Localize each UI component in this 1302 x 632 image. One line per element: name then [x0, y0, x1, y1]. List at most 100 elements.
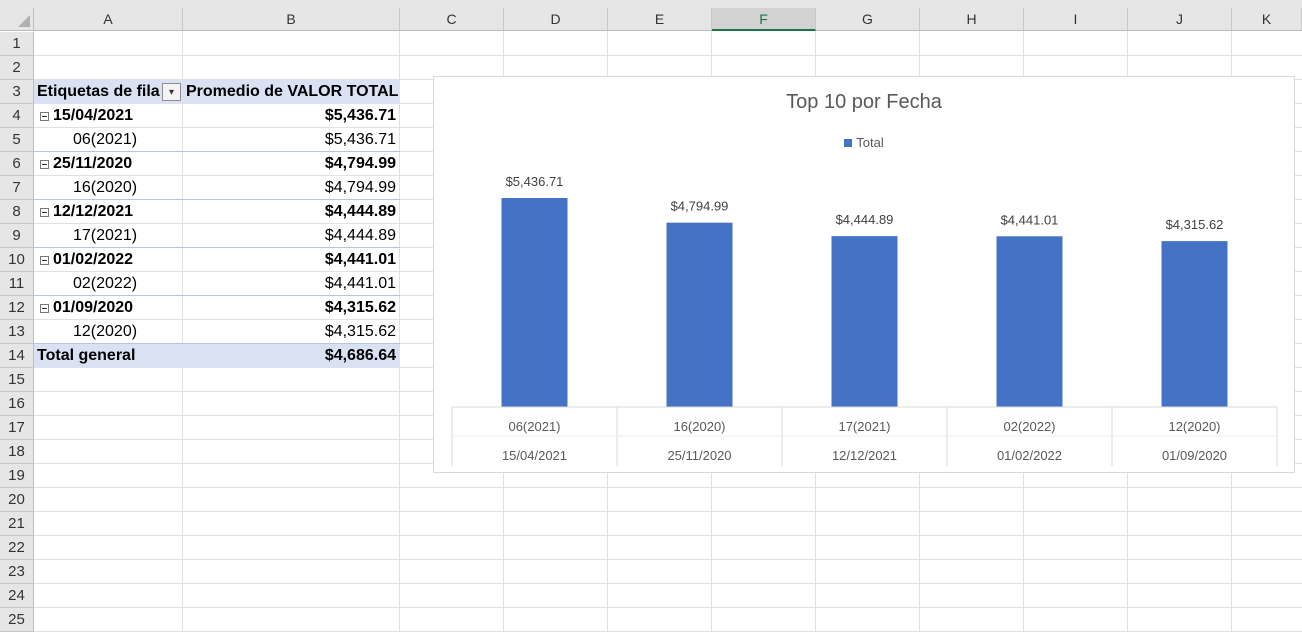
row-header-6[interactable]: 6: [0, 152, 34, 176]
pivot-date-row[interactable]: 25/11/2020: [34, 152, 182, 176]
column-header-h[interactable]: H: [920, 8, 1024, 31]
pivot-group-divider: [34, 199, 400, 200]
collapse-icon[interactable]: [40, 111, 49, 121]
row-header-12[interactable]: 12: [0, 296, 34, 320]
row-header-15[interactable]: 15: [0, 368, 34, 392]
pivot-child-value[interactable]: $4,315.62: [324, 323, 396, 340]
x-tick-group-label: 01/02/2022: [997, 448, 1062, 463]
chart-bar[interactable]: [996, 236, 1063, 407]
row-header-8[interactable]: 8: [0, 200, 34, 224]
pivot-child-value[interactable]: $4,441.01: [324, 275, 396, 292]
row-gridline: [34, 55, 1302, 56]
row-header-19[interactable]: 19: [0, 464, 34, 488]
legend-swatch: [844, 138, 853, 147]
ribbon-edge: [0, 0, 1302, 8]
row-header-4[interactable]: 4: [0, 104, 34, 128]
bar-chart[interactable]: Top 10 por Fecha Total $5,436.71 06(2021)…: [433, 76, 1295, 473]
column-header-d[interactable]: D: [504, 8, 608, 31]
x-tick-group-label: 01/09/2020: [1162, 448, 1227, 463]
pivot-row-labels-header[interactable]: Etiquetas de fila: [37, 83, 160, 100]
pivot-child-value[interactable]: $4,794.99: [324, 179, 396, 196]
pivot-date-label: 15/04/2021: [53, 107, 134, 124]
pivot-child-label[interactable]: 17(2021): [73, 227, 138, 244]
column-header-c[interactable]: C: [400, 8, 504, 31]
row-header-23[interactable]: 23: [0, 560, 34, 584]
x-tick-group-label: 25/11/2020: [667, 448, 731, 463]
x-tick-group-label: 12/12/2021: [832, 448, 897, 463]
row-header-2[interactable]: 2: [0, 56, 34, 80]
pivot-child-label[interactable]: 16(2020): [73, 179, 138, 196]
pivot-child-value[interactable]: $4,444.89: [324, 227, 396, 244]
x-tick-label: 02(2022): [1003, 419, 1055, 434]
pivot-date-row[interactable]: 01/09/2020: [34, 296, 182, 320]
collapse-icon[interactable]: [40, 255, 49, 265]
row-header-25[interactable]: 25: [0, 608, 34, 632]
pivot-date-value[interactable]: $4,794.99: [324, 155, 396, 172]
column-header-e[interactable]: E: [608, 8, 712, 31]
row-header-5[interactable]: 5: [0, 128, 34, 152]
pivot-date-label: 25/11/2020: [53, 155, 133, 172]
pivot-child-label[interactable]: 02(2022): [73, 275, 138, 292]
pivot-child-label[interactable]: 06(2021): [73, 131, 138, 148]
chart-bar[interactable]: [831, 236, 898, 407]
pivot-date-label: 01/02/2022: [53, 251, 134, 268]
collapse-icon[interactable]: [40, 207, 49, 217]
select-all-corner[interactable]: [0, 8, 34, 31]
bar-data-label: $4,794.99: [671, 199, 729, 214]
pivot-date-row[interactable]: 12/12/2021: [34, 200, 182, 224]
chart-bar[interactable]: [666, 222, 733, 407]
column-header-k[interactable]: K: [1232, 8, 1302, 31]
column-header-j[interactable]: J: [1128, 8, 1232, 31]
row-header-17[interactable]: 17: [0, 416, 34, 440]
pivot-value-header[interactable]: Promedio de VALOR TOTAL: [186, 83, 399, 100]
row-header-13[interactable]: 13: [0, 320, 34, 344]
row-header-7[interactable]: 7: [0, 176, 34, 200]
column-header-i[interactable]: I: [1024, 8, 1128, 31]
column-header-a[interactable]: A: [34, 8, 183, 31]
pivot-group-divider: [34, 295, 400, 296]
row-header-3[interactable]: 3: [0, 80, 34, 104]
pivot-child-value[interactable]: $5,436.71: [324, 131, 396, 148]
row-header-16[interactable]: 16: [0, 392, 34, 416]
x-tick-label: 12(2020): [1168, 419, 1220, 434]
row-gridline: [34, 535, 1302, 536]
column-gridline: [399, 31, 400, 632]
chart-plot: $5,436.71 06(2021) 15/04/2021 $4,794.99 16(2…: [451, 174, 1278, 466]
row-gridline: [34, 487, 1302, 488]
filter-dropdown-icon[interactable]: ▾: [162, 83, 181, 101]
pivot-date-value[interactable]: $5,436.71: [324, 107, 396, 124]
pivot-date-value[interactable]: $4,444.89: [324, 203, 396, 220]
row-gridline: [34, 583, 1302, 584]
pivot-date-row[interactable]: 01/02/2022: [34, 248, 182, 272]
chart-bar[interactable]: [1161, 241, 1228, 407]
chart-title: Top 10 por Fecha: [786, 91, 942, 113]
pivot-date-row[interactable]: 15/04/2021: [34, 104, 182, 128]
row-header-24[interactable]: 24: [0, 584, 34, 608]
collapse-icon[interactable]: [40, 159, 49, 169]
row-header-9[interactable]: 9: [0, 224, 34, 248]
bar-data-label: $4,441.01: [1001, 212, 1059, 227]
row-header-21[interactable]: 21: [0, 512, 34, 536]
pivot-group-divider: [34, 247, 400, 248]
pivot-total-value[interactable]: $4,686.64: [324, 347, 396, 364]
chart-bar[interactable]: [501, 198, 568, 407]
pivot-header-band: [34, 80, 400, 104]
row-header-22[interactable]: 22: [0, 536, 34, 560]
pivot-total-label[interactable]: Total general: [37, 347, 136, 364]
row-header-10[interactable]: 10: [0, 248, 34, 272]
pivot-date-value[interactable]: $4,441.01: [324, 251, 396, 268]
row-header-1[interactable]: 1: [0, 32, 34, 56]
row-header-20[interactable]: 20: [0, 488, 34, 512]
column-header-f[interactable]: F: [712, 8, 816, 31]
collapse-icon[interactable]: [40, 303, 49, 313]
x-tick-label: 17(2021): [838, 419, 890, 434]
pivot-date-value[interactable]: $4,315.62: [324, 299, 396, 316]
row-header-14[interactable]: 14: [0, 344, 34, 368]
column-header-b[interactable]: B: [183, 8, 400, 31]
row-header-11[interactable]: 11: [0, 272, 34, 296]
row-gridline: [34, 511, 1302, 512]
pivot-child-label[interactable]: 12(2020): [73, 323, 138, 340]
row-header-18[interactable]: 18: [0, 440, 34, 464]
column-header-g[interactable]: G: [816, 8, 920, 31]
